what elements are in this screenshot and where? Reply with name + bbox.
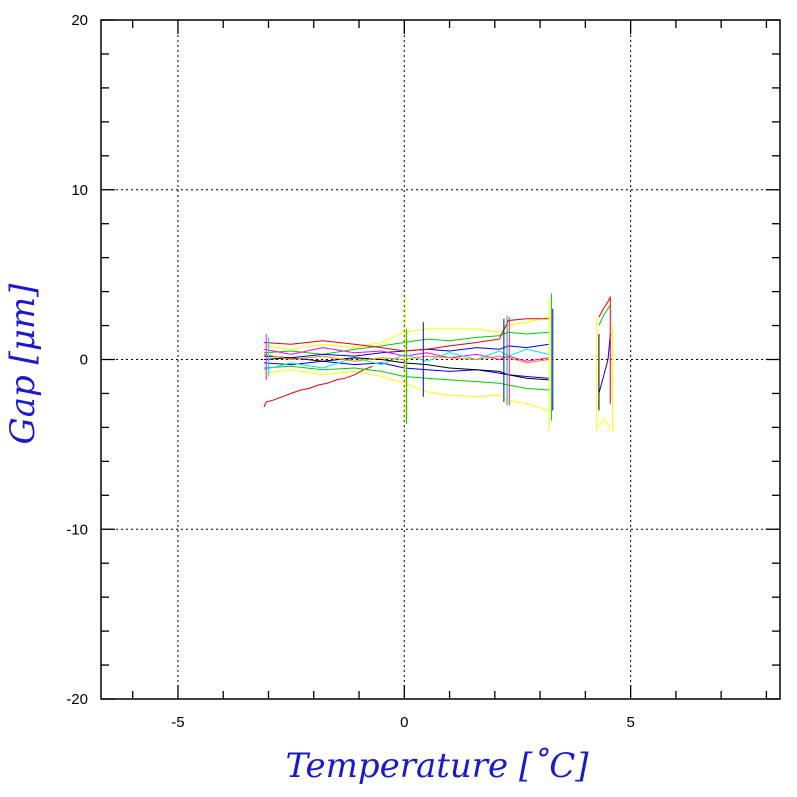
x-tick-label: -5: [171, 714, 184, 731]
series-line: [263, 318, 550, 352]
series-line: [263, 316, 550, 350]
y-tick-label: -20: [66, 691, 88, 708]
x-tick-label: 0: [400, 714, 408, 731]
x-axis-title: Temperature [˚C]: [285, 746, 589, 786]
axis-ticks: [101, 19, 780, 700]
series-line: [598, 304, 611, 326]
series-line: [263, 365, 373, 408]
series-line: [598, 296, 611, 318]
series-line: [598, 333, 611, 394]
x-tick-label: 5: [626, 714, 634, 731]
y-tick-label: 10: [71, 182, 88, 199]
series-group: [263, 293, 614, 433]
series-line: [263, 357, 550, 381]
tick-labels: -5 0 5 -20 -10 0 10 20: [66, 12, 634, 731]
y-axis-title: Gap [μm]: [3, 283, 43, 445]
series-line: [598, 418, 611, 431]
y-tick-label: -10: [66, 521, 88, 538]
grid: [101, 20, 780, 699]
y-tick-label: 20: [71, 12, 88, 29]
series-line: [263, 348, 550, 371]
series-line: [263, 369, 550, 411]
series-line: [263, 353, 550, 364]
series-line: [263, 365, 550, 391]
y-tick-label: 0: [80, 352, 88, 369]
